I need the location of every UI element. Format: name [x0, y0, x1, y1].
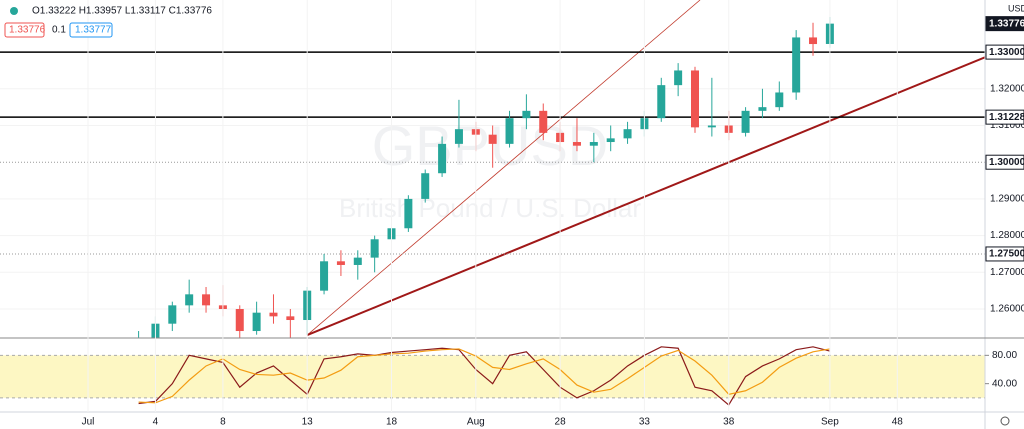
- x-tick-label: 18: [386, 417, 398, 428]
- watermark-symbol: GBPUSD: [372, 114, 609, 177]
- currency: USD: [1008, 3, 1024, 13]
- candle-body: [353, 257, 362, 265]
- candle-body: [809, 37, 818, 45]
- settings-icon[interactable]: [1000, 416, 1010, 426]
- candle-body: [623, 129, 632, 139]
- y-tick-label: 1.32000: [990, 83, 1024, 94]
- status-dot: [10, 7, 18, 15]
- ask-box[interactable]: [69, 22, 113, 38]
- x-tick-label: 48: [892, 417, 904, 428]
- level-label: 1.30000: [989, 157, 1024, 168]
- candle-body: [202, 294, 211, 306]
- trend-line: [306, 56, 985, 336]
- level-tag: [985, 246, 1024, 262]
- spread: 0.1: [52, 25, 66, 36]
- candle-body: [286, 316, 295, 321]
- level-label: 1.33776: [989, 18, 1024, 29]
- candle-body: [454, 129, 463, 144]
- x-tick-label: 8: [220, 417, 226, 428]
- level-label: 1.33000: [989, 47, 1024, 58]
- candle-body: [185, 294, 194, 306]
- level-tag: [985, 44, 1024, 60]
- x-tick-label: Sep: [821, 417, 839, 428]
- header: O1.33222 H1.33957 L1.33117 C1.33776 1.33…: [4, 6, 212, 38]
- level-tag: [985, 109, 1024, 125]
- candle-body: [775, 92, 784, 108]
- candle-body: [690, 70, 699, 128]
- candle-body: [572, 142, 581, 146]
- candle-body: [606, 138, 615, 143]
- y-tick-label: 1.29000: [990, 194, 1024, 205]
- y-tick-label: 1.28000: [990, 230, 1024, 241]
- candle-body: [269, 312, 278, 317]
- oscillator-pane: [0, 346, 985, 406]
- x-tick-label: 33: [639, 417, 651, 428]
- x-tick-label: 4: [153, 417, 159, 428]
- y-tick-label: 1.26000: [990, 304, 1024, 315]
- watermark-desc: British Pound / U.S. Dollar: [339, 193, 641, 223]
- x-tick-label: 28: [555, 417, 567, 428]
- candle-body: [438, 143, 447, 174]
- osc-line: [138, 348, 830, 404]
- candle-body: [589, 142, 598, 146]
- bid-box[interactable]: [4, 22, 45, 38]
- osc-band: [0, 355, 985, 398]
- candle-body: [707, 125, 716, 128]
- gear[interactable]: [1000, 416, 1010, 426]
- candle-body: [741, 110, 750, 133]
- y-tick-label: 1.27000: [990, 267, 1024, 278]
- candle-body: [522, 110, 531, 119]
- level-tag: [985, 16, 1024, 32]
- ohlc: O1.33222 H1.33957 L1.33117 C1.33776: [32, 6, 212, 17]
- level-label: 1.27500: [989, 249, 1024, 260]
- candle-body: [657, 85, 666, 119]
- osc-line: [138, 346, 831, 406]
- trend-line: [306, 0, 701, 336]
- candle-body: [792, 37, 801, 93]
- candle-body: [488, 134, 497, 144]
- ask[interactable]: 1.33777: [75, 25, 112, 36]
- y-tick-label: 1.31000: [990, 120, 1024, 131]
- osc-tick-label: 80.00: [992, 350, 1017, 361]
- candle-body: [539, 110, 548, 133]
- candle-body: [421, 173, 430, 199]
- x-tick-label: 13: [302, 417, 314, 428]
- bid[interactable]: 1.33776: [9, 25, 46, 36]
- level-tag: [985, 154, 1024, 170]
- candle-body: [674, 70, 683, 86]
- candle-body: [336, 261, 345, 265]
- candle-body: [252, 312, 261, 332]
- osc-tick-label: 40.00: [992, 378, 1017, 389]
- x-tick-label: Jul: [82, 417, 95, 428]
- watermark: GBPUSD British Pound / U.S. Dollar: [339, 114, 641, 223]
- candle-body: [235, 309, 244, 332]
- candle-body: [404, 198, 413, 229]
- x-tick-label: Aug: [467, 417, 485, 428]
- candle-body: [505, 118, 514, 144]
- candle-body: [370, 239, 379, 258]
- level-label: 1.31228: [989, 112, 1024, 123]
- candle-body: [758, 107, 767, 111]
- candle-body: [168, 305, 177, 324]
- candle-body: [320, 261, 329, 291]
- x-tick-label: 38: [723, 417, 735, 428]
- price-pane: [0, 0, 985, 338]
